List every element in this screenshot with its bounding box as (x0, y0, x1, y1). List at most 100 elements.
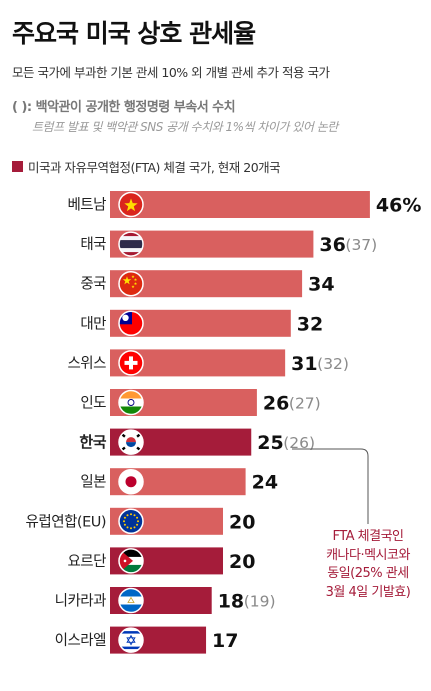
flag-star (136, 516, 139, 519)
flag-star (136, 523, 139, 526)
legend-swatch (12, 161, 23, 172)
bar-row: 스위스 31 (32) (67, 349, 349, 377)
bar-row: 중국 34 (80, 270, 335, 298)
annex-value-label: (27) (289, 395, 321, 413)
flag-star-tri (126, 634, 136, 643)
flag-stripe (119, 390, 143, 399)
bar (110, 230, 314, 258)
annotation-connector (292, 448, 369, 524)
flag-stripe (119, 631, 143, 634)
bar-row: 베트남 46% (67, 191, 421, 218)
annex-value-label: (32) (317, 355, 349, 373)
annex-value-label: (19) (244, 593, 276, 611)
bar-row: 니카라과 18 (19) (55, 587, 276, 614)
flag-border (118, 548, 144, 574)
flag-star (123, 520, 125, 523)
value-label: 17 (212, 630, 238, 652)
nicaragua-flag-icon (119, 588, 143, 613)
category-label: 중국 (80, 277, 106, 293)
chart-subtitle: 모든 국가에 부과한 기본 관세 10% 외 개별 관세 추가 적용 국가 (12, 65, 330, 80)
category-label: 일본 (80, 474, 106, 491)
value-label: 26 (263, 393, 289, 415)
value-label: 20 (229, 551, 255, 573)
annotation-line: 캐나다·멕시코와 (326, 547, 410, 563)
flag-stripe (119, 236, 143, 241)
flag-stripe (119, 248, 143, 253)
chart-title: 주요국 미국 상호 관세율 (12, 19, 256, 48)
flag-stripe (119, 252, 143, 257)
flag-stripe (119, 564, 143, 573)
flag-emblem (127, 596, 135, 603)
flag-cross (124, 360, 138, 365)
flag-sun (122, 314, 129, 321)
flag-star (122, 276, 132, 285)
value-label: 46% (376, 195, 421, 217)
flag-stripe (119, 588, 143, 597)
bar-row: 요르단 20 (67, 547, 255, 575)
flag-stripe (119, 240, 143, 245)
flag-border (118, 231, 144, 257)
category-label: 대만 (80, 315, 106, 332)
flag-stripe (119, 596, 143, 605)
flag-star (137, 520, 139, 523)
annotation-line: 3월 4일 기발효) (325, 584, 411, 600)
category-label: 니카라과 (55, 593, 107, 610)
flag-border (118, 429, 144, 455)
flag-star (130, 527, 132, 530)
flag-star (126, 514, 129, 517)
value-label: 24 (252, 472, 278, 494)
flag-border (118, 508, 144, 535)
value-label: 20 (229, 511, 255, 533)
flag-star (130, 513, 132, 516)
bar-row: 한국 25 (26) (79, 428, 315, 456)
flag-stripe (119, 604, 143, 613)
flag-star (133, 514, 136, 517)
bar-row: 인도 26 (27) (80, 389, 321, 416)
india-flag-icon (119, 390, 143, 415)
flag-disc (125, 476, 137, 488)
value-label: 34 (308, 274, 334, 296)
flag-star (123, 523, 126, 526)
flag-stripe (119, 232, 143, 237)
flag-star-tri (126, 637, 136, 646)
fta-annotation: FTA 체결국인 캐나다·멕시코와 동일(25% 관세 3월 4일 기발효) (313, 528, 423, 602)
value-label: 32 (297, 313, 323, 335)
annotation-line: FTA 체결국인 (332, 529, 404, 544)
jordan-flag-icon (119, 548, 143, 573)
category-label: 태국 (80, 236, 106, 253)
flag-star (123, 516, 126, 519)
flag-border (118, 587, 144, 614)
flag-border (118, 191, 144, 218)
category-label: 요르단 (67, 553, 106, 570)
annex-value-label: (37) (345, 236, 377, 254)
flag-border (118, 310, 144, 337)
flag-star (124, 198, 138, 212)
bar-row: 대만 32 (80, 309, 323, 337)
flag-border (118, 627, 144, 653)
annex-note: ( ): 백악관이 공개한 행정명령 부속서 수치 (12, 100, 236, 115)
flag-star (123, 559, 127, 563)
annex-note-detail: 트럼프 발표 및 백악관 SNS 공개 수치와 1%씩 차이가 있어 논란 (32, 120, 338, 134)
flag-star (126, 526, 129, 529)
flag-star (133, 526, 136, 529)
thailand-flag-icon (119, 232, 143, 257)
annotation-line: 동일(25% 관세 (327, 566, 409, 581)
flag-star (131, 275, 135, 278)
category-label: 인도 (80, 395, 106, 412)
flag-stripe (119, 548, 143, 558)
annex-value-label: (26) (283, 434, 315, 452)
bar-row: 일본 24 (80, 468, 278, 496)
flag-taeguk-blue (126, 442, 136, 448)
flag-border (118, 389, 144, 416)
category-label: 유럽연합(EU) (26, 513, 106, 530)
category-label: 스위스 (67, 355, 106, 372)
category-label: 한국 (79, 433, 106, 451)
value-label: 25 (257, 432, 283, 454)
flag-border (118, 468, 144, 495)
flag-border (118, 350, 144, 376)
flag-stripe (119, 398, 143, 407)
value-label: 31 (291, 353, 317, 375)
bar-row: 유럽연합(EU) 20 (26, 507, 255, 535)
flag-star (131, 285, 135, 288)
